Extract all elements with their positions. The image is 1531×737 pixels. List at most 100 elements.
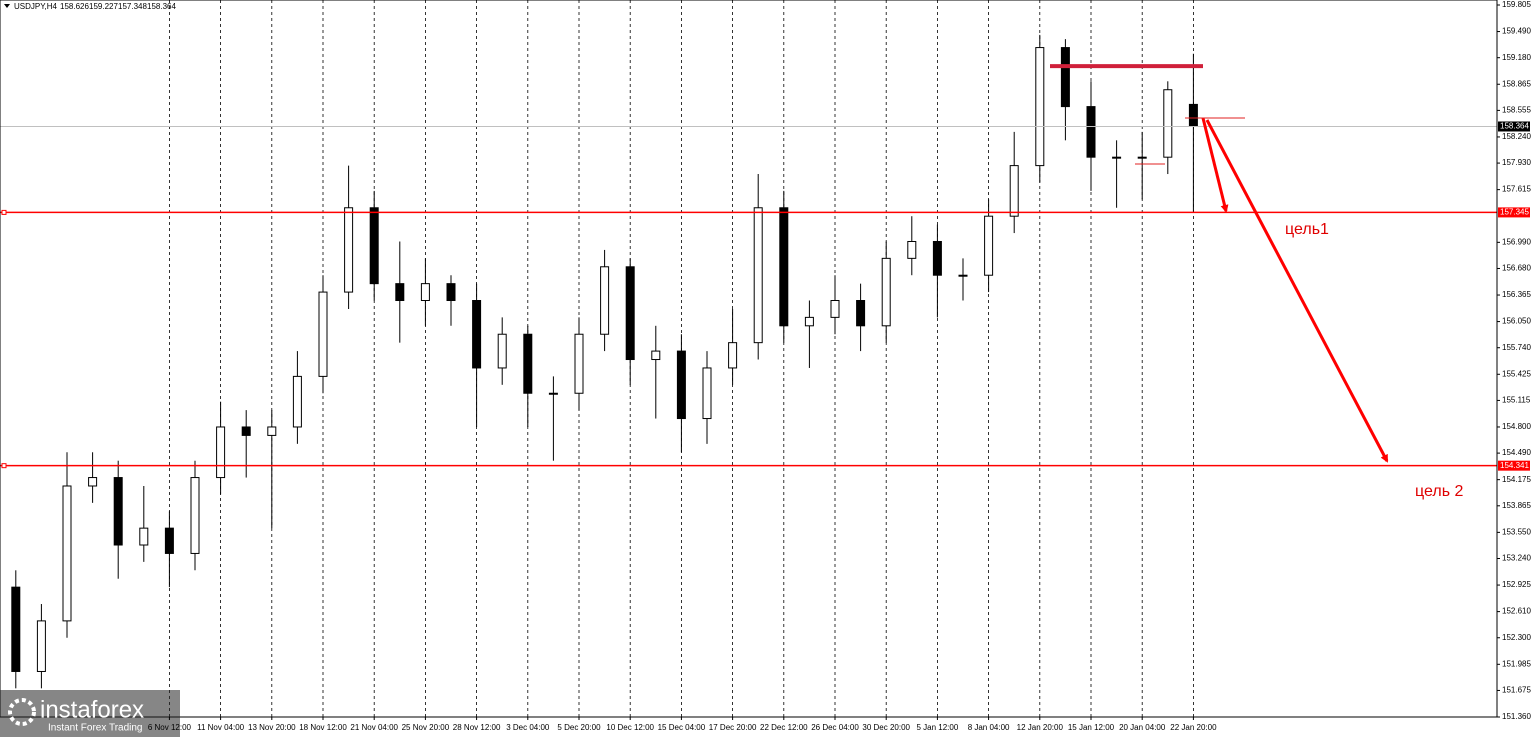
y-tick-label: 154.175 <box>1502 475 1531 484</box>
price-label: 158.364 <box>1500 122 1529 131</box>
logo-name: instaforex <box>40 696 144 723</box>
level-label: 154.341 <box>1500 461 1529 470</box>
ohlc-low: 157.348 <box>118 2 147 11</box>
y-tick-label: 151.985 <box>1502 659 1531 668</box>
y-tick-label: 152.300 <box>1502 633 1531 642</box>
candle-body <box>548 392 558 395</box>
x-tick-label: 20 Jan 04:00 <box>1119 723 1166 732</box>
x-tick-label: 22 Jan 20:00 <box>1170 723 1217 732</box>
ohlc-close: 158.364 <box>147 2 176 11</box>
candle-body <box>1137 156 1147 159</box>
level-label: 157.345 <box>1500 208 1529 217</box>
y-tick-label: 159.805 <box>1502 0 1531 9</box>
candle-body <box>932 240 942 276</box>
candle-body <box>1112 156 1122 159</box>
candle-body <box>984 215 994 276</box>
x-tick-label: 11 Nov 04:00 <box>197 723 245 732</box>
header: USDJPY,H4 158.626 159.227 157.348 158.36… <box>4 2 176 11</box>
x-tick-label: 17 Dec 20:00 <box>709 723 757 732</box>
y-tick-label: 156.050 <box>1502 317 1531 326</box>
logo: instaforex Instant Forex Trading <box>0 690 180 737</box>
candle-body <box>369 207 379 285</box>
symbol: USDJPY,H4 <box>14 2 58 11</box>
candle-body <box>1163 89 1173 158</box>
candle-body <box>753 207 763 344</box>
y-tick-label: 155.425 <box>1502 369 1531 378</box>
y-tick-label: 151.675 <box>1502 686 1531 695</box>
y-tick-label: 156.680 <box>1502 264 1531 273</box>
y-tick-label: 156.365 <box>1502 290 1531 299</box>
x-tick-label: 3 Dec 04:00 <box>506 723 550 732</box>
candle-body <box>164 527 174 554</box>
candle-body <box>676 350 686 420</box>
y-tick-label: 153.550 <box>1502 527 1531 536</box>
y-tick-label: 159.180 <box>1502 53 1531 62</box>
y-tick-label: 154.490 <box>1502 448 1531 457</box>
candle-body <box>651 350 661 361</box>
y-tick-label: 155.740 <box>1502 343 1531 352</box>
candle-body <box>523 333 533 394</box>
y-tick-label: 153.865 <box>1502 501 1531 510</box>
candle-body <box>446 283 456 302</box>
level-handle <box>1 209 7 215</box>
candle-body <box>318 291 328 377</box>
candle-body <box>1086 106 1096 158</box>
candle-body <box>600 266 610 335</box>
y-tick-label: 152.925 <box>1502 580 1531 589</box>
candle-body <box>344 207 354 293</box>
y-tick-label: 158.555 <box>1502 105 1531 114</box>
y-tick-label: 158.240 <box>1502 132 1531 141</box>
annotation: цель 2 <box>1415 483 1463 500</box>
candle-body <box>472 300 482 369</box>
arrow <box>1201 117 1229 213</box>
y-tick-label: 152.610 <box>1502 607 1531 616</box>
y-tick-label: 154.800 <box>1502 422 1531 431</box>
candle-body <box>958 274 968 277</box>
candle-body <box>856 300 866 327</box>
candle-body <box>216 426 226 479</box>
plot <box>0 34 1497 689</box>
candle-body <box>779 207 789 327</box>
x-tick-label: 22 Dec 12:00 <box>760 723 808 732</box>
candle-body <box>804 316 814 327</box>
level-label-bg <box>1498 207 1530 218</box>
level-label-bg <box>1498 460 1530 471</box>
candle-body <box>728 342 738 369</box>
annotation: цель1 <box>1285 221 1329 238</box>
x-tick-label: 5 Dec 20:00 <box>557 723 601 732</box>
x-tick-label: 21 Nov 04:00 <box>350 723 398 732</box>
candle-body <box>36 620 46 672</box>
plot-border <box>0 0 1498 718</box>
ohlc-open: 158.626 <box>60 2 89 11</box>
y-tick-label: 151.360 <box>1502 712 1531 721</box>
candle-body <box>88 477 98 487</box>
y-tick-label: 157.615 <box>1502 185 1531 194</box>
candle-body <box>395 283 405 302</box>
arrow <box>1205 119 1389 463</box>
candle-body <box>1035 47 1045 167</box>
x-tick-label: 13 Nov 20:00 <box>248 723 296 732</box>
y-tick-label: 159.490 <box>1502 27 1531 36</box>
logo-tagline: Instant Forex Trading <box>48 723 143 734</box>
candle-body <box>702 367 712 420</box>
y-tick-label: 156.990 <box>1502 237 1531 246</box>
x-tick-label: 28 Nov 12:00 <box>453 723 501 732</box>
candle-body <box>190 477 200 554</box>
y-tick-label: 158.865 <box>1502 79 1531 88</box>
x-tick-label: 30 Dec 20:00 <box>862 723 910 732</box>
x-tick-label: 25 Nov 20:00 <box>402 723 450 732</box>
x-tick-label: 5 Jan 12:00 <box>916 723 958 732</box>
x-tick-label: 8 Jan 04:00 <box>968 723 1010 732</box>
ohlc-high: 159.227 <box>89 2 118 11</box>
candle-body <box>1009 165 1019 217</box>
x-tick-label: 18 Nov 12:00 <box>299 723 347 732</box>
candle-body <box>420 283 430 302</box>
candle-body <box>139 527 149 546</box>
candle-body <box>881 257 891 327</box>
candle-body <box>497 333 507 369</box>
y-tick-label: 153.240 <box>1502 554 1531 563</box>
candle-body <box>574 333 584 394</box>
candle-body <box>113 477 123 546</box>
